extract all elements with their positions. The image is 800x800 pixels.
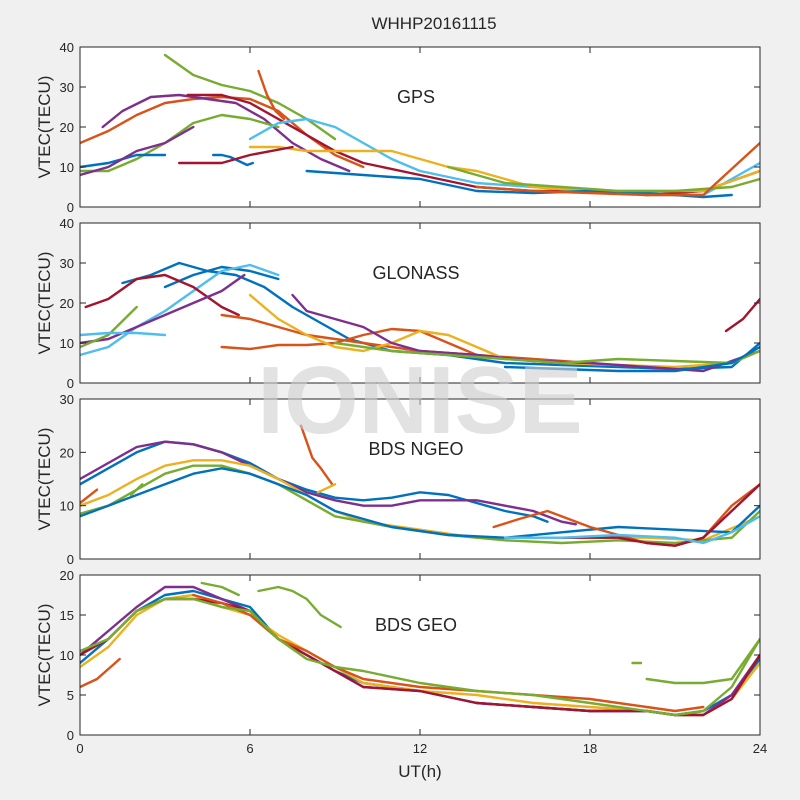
series-line xyxy=(503,345,760,373)
plot-area xyxy=(80,47,760,207)
x-tick-labels: 0 6 12 18 24 xyxy=(76,741,767,756)
series-line xyxy=(129,483,144,497)
series-line xyxy=(80,657,121,689)
panel-label: BDS NGEO xyxy=(368,439,463,459)
series-line xyxy=(80,125,195,177)
y-tick-label: 30 xyxy=(60,256,74,271)
series-line xyxy=(447,165,760,193)
series-line xyxy=(80,331,167,337)
y-tick-label: 10 xyxy=(60,648,74,663)
series-line xyxy=(80,263,280,357)
series-line xyxy=(220,327,478,357)
y-tick-label: 20 xyxy=(60,296,74,311)
series-line xyxy=(178,145,294,165)
x-tick-label: 0 xyxy=(76,741,83,756)
series-line xyxy=(80,467,760,539)
panel-label: GPS xyxy=(397,87,435,107)
series-line xyxy=(80,488,99,505)
y-tick-label: 5 xyxy=(67,688,74,703)
y-tick-label: 0 xyxy=(67,376,74,391)
series-line xyxy=(200,581,240,597)
series-line xyxy=(291,293,760,373)
series-group xyxy=(80,53,760,199)
series-line xyxy=(163,265,280,289)
series-line xyxy=(80,305,138,349)
y-tick-label: 0 xyxy=(67,552,74,567)
y-tick-label: 0 xyxy=(67,200,74,215)
series-line xyxy=(333,341,760,365)
series-line xyxy=(192,593,705,713)
panel-label: BDS GEO xyxy=(375,615,457,635)
series-line xyxy=(257,585,342,629)
series-line xyxy=(645,637,760,685)
chart-title: WHHP20161115 xyxy=(371,14,496,33)
y-axis-label: VTEC(TECU) xyxy=(35,252,54,355)
y-tick-label: 40 xyxy=(60,40,74,55)
x-tick-label: 12 xyxy=(413,741,427,756)
plot-area xyxy=(80,575,760,735)
x-tick-label: 24 xyxy=(753,741,767,756)
x-tick-label: 18 xyxy=(583,741,597,756)
y-tick-label: 10 xyxy=(60,336,74,351)
y-tick-label: 40 xyxy=(60,216,74,231)
series-line xyxy=(299,424,334,486)
y-tick-label: 10 xyxy=(60,160,74,175)
panel-1: 0 10 20 30 40 VTEC(TECU) GLONASS xyxy=(35,216,761,391)
y-tick-label: 30 xyxy=(60,80,74,95)
y-axis-label: VTEC(TECU) xyxy=(35,604,54,707)
y-tick-label: 20 xyxy=(60,120,74,135)
watermark: IONISE xyxy=(257,347,582,454)
series-line xyxy=(84,273,240,317)
y-tick-label: 0 xyxy=(67,728,74,743)
series-line xyxy=(316,483,337,494)
y-axis-label: VTEC(TECU) xyxy=(35,76,54,179)
y-tick-label: 10 xyxy=(60,499,74,514)
plot-area xyxy=(80,399,760,559)
panel-3: 0 5 10 15 20 VTEC(TECU) BDS GEO xyxy=(35,568,761,743)
series-line xyxy=(80,464,760,545)
x-axis-label: UT(h) xyxy=(398,762,441,781)
series-line xyxy=(724,297,760,333)
series-line xyxy=(560,483,760,547)
series-line xyxy=(257,69,286,121)
y-tick-label: 20 xyxy=(60,568,74,583)
series-line xyxy=(503,515,760,545)
y-tick-label: 15 xyxy=(60,608,74,623)
series-group xyxy=(80,424,760,547)
x-tick-label: 6 xyxy=(246,741,253,756)
y-tick-label: 30 xyxy=(60,392,74,407)
series-line xyxy=(80,273,246,345)
series-group xyxy=(80,261,760,373)
panel-0: 0 10 20 30 40 VTEC(TECU) GPS xyxy=(35,40,761,215)
y-axis-label: VTEC(TECU) xyxy=(35,428,54,531)
panel-label: GLONASS xyxy=(372,263,459,283)
series-line xyxy=(80,440,577,526)
series-group xyxy=(80,581,760,717)
series-line xyxy=(80,597,760,717)
series-line xyxy=(475,141,760,197)
panel-2: 0 10 20 30 VTEC(TECU) BDS NGEO xyxy=(35,392,761,567)
series-line xyxy=(80,113,280,173)
y-tick-label: 20 xyxy=(60,445,74,460)
